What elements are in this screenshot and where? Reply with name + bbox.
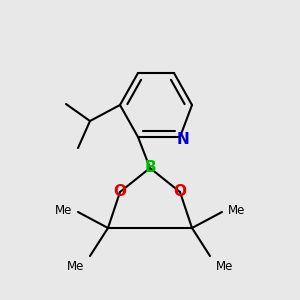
Text: Me: Me [55, 203, 72, 217]
Text: B: B [144, 160, 156, 175]
Text: Me: Me [228, 203, 245, 217]
Text: O: O [113, 184, 127, 200]
Text: N: N [177, 133, 189, 148]
Text: Me: Me [216, 260, 233, 273]
Text: Me: Me [67, 260, 84, 273]
Text: O: O [173, 184, 187, 200]
